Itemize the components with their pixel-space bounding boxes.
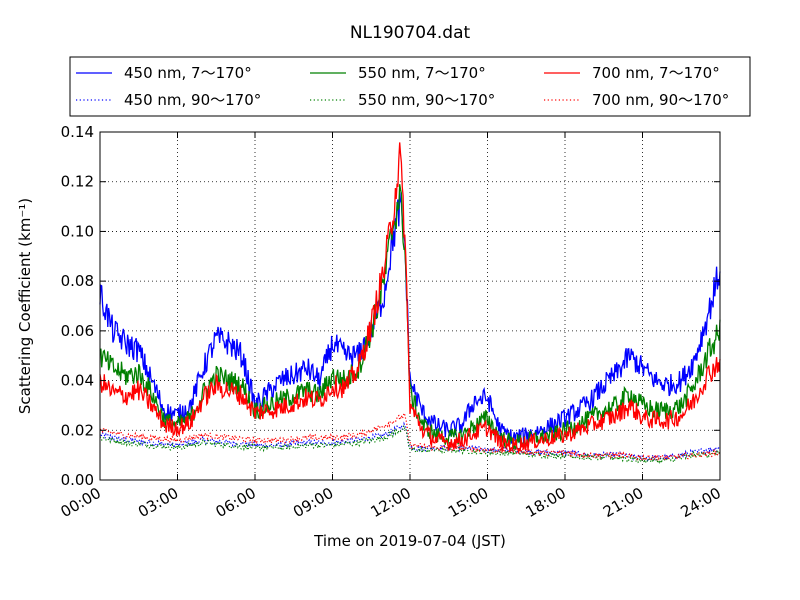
plot-area	[100, 132, 720, 480]
x-axis-label: Time on 2019-07-04 (JST)	[313, 532, 506, 550]
y-tick-label: 0.14	[61, 123, 94, 141]
y-axis-ticks: 0.00 0.02 0.04 0.06 0.08 0.10 0.12 0.14	[61, 123, 720, 489]
x-tick-label: 09:00	[290, 484, 336, 521]
series-line-5	[99, 411, 721, 463]
x-tick-label: 15:00	[445, 484, 491, 521]
y-tick-label: 0.02	[61, 421, 94, 439]
plot-background	[100, 132, 720, 480]
series-line-0	[99, 192, 721, 444]
y-tick-label: 0.04	[61, 372, 94, 390]
x-tick-label: 06:00	[213, 484, 259, 521]
series-line-4	[99, 423, 721, 466]
series-line-3	[99, 421, 721, 462]
series-layer	[99, 142, 721, 466]
x-tick-label: 03:00	[135, 484, 181, 521]
y-tick-label: 0.00	[61, 471, 94, 489]
legend-label-2: 700 nm, 7～170°	[592, 64, 720, 82]
legend-label-5: 700 nm, 90～170°	[592, 91, 729, 109]
legend-label-1: 550 nm, 7～170°	[358, 64, 486, 82]
y-axis-label: Scattering Coefficient (km⁻¹)	[16, 198, 34, 414]
y-tick-label: 0.10	[61, 222, 94, 240]
series-line-1	[99, 184, 721, 450]
y-tick-label: 0.06	[61, 322, 94, 340]
legend-box	[69, 56, 751, 117]
x-tick-label: 18:00	[523, 484, 569, 521]
series-line-2	[99, 142, 721, 454]
y-tick-label: 0.12	[61, 173, 94, 191]
y-tick-label: 0.08	[61, 272, 94, 290]
x-tick-label: 12:00	[368, 484, 414, 521]
legend-label-3: 450 nm, 90～170°	[124, 91, 261, 109]
legend-label-4: 550 nm, 90～170°	[358, 91, 495, 109]
legend: 450 nm, 7～170° 550 nm, 7～170° 700 nm, 7～17…	[69, 56, 751, 117]
x-tick-label: 00:00	[58, 484, 104, 521]
x-tick-label: 21:00	[600, 484, 646, 521]
chart-title: NL190704.dat	[350, 23, 471, 43]
legend-label-0: 450 nm, 7～170°	[124, 64, 252, 82]
x-tick-label: 24:00	[678, 484, 724, 521]
